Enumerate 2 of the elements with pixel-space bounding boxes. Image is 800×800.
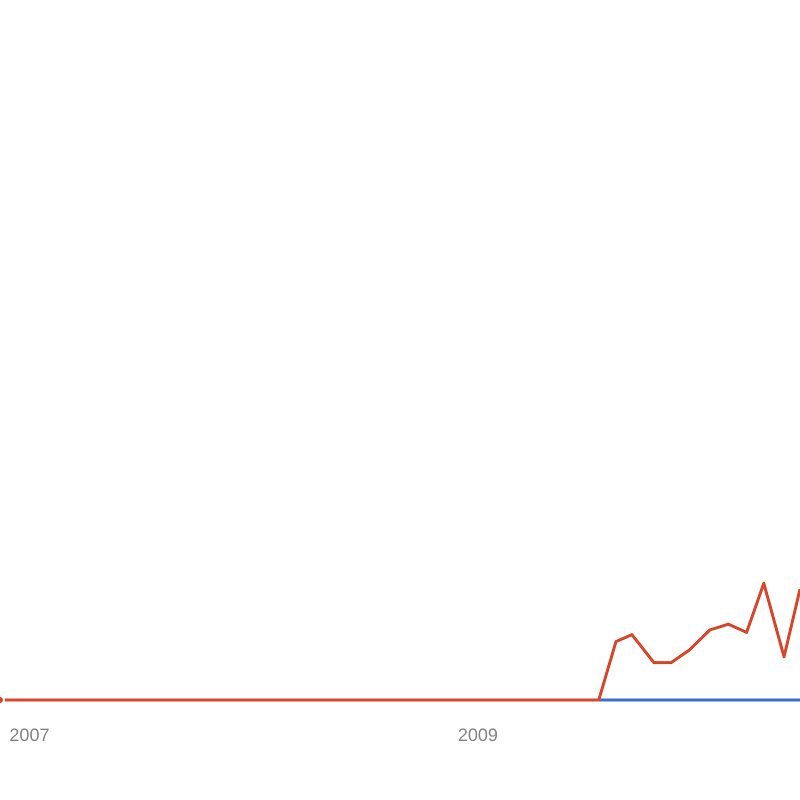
x-tick-label: 2009 <box>458 724 498 745</box>
x-tick-label: 2007 <box>9 724 50 745</box>
